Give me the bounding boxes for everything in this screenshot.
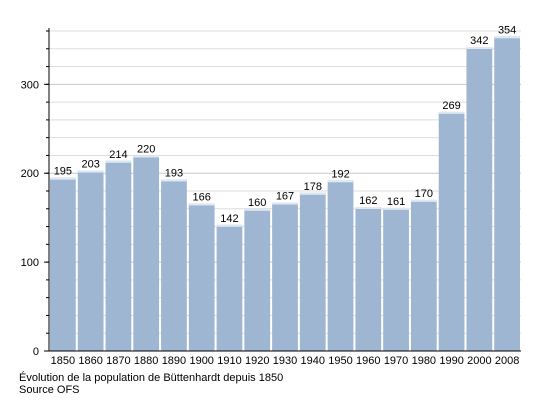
- bar-top-highlight: [216, 224, 243, 227]
- x-tick-label: 1890: [162, 355, 186, 367]
- chart-caption-title: Évolution de la population de Büttenhard…: [19, 372, 284, 384]
- bar-value-label: 170: [415, 188, 433, 200]
- bar-value-label: 342: [470, 35, 488, 47]
- bar-value-label: 195: [54, 166, 72, 178]
- bar-1920: [244, 208, 271, 351]
- bar-value-label: 192: [331, 168, 349, 180]
- y-tick-label: 200: [21, 168, 39, 180]
- bar-value-label: 160: [248, 197, 266, 209]
- x-tick-label: 1950: [328, 355, 352, 367]
- axes: [44, 28, 521, 352]
- bar-value-label: 220: [137, 143, 155, 155]
- bar-value-label: 162: [359, 195, 377, 207]
- y-tick-label: 100: [21, 257, 39, 269]
- bar-top-highlight: [410, 199, 437, 202]
- x-tick-label: 1980: [412, 355, 436, 367]
- bar-top-highlight: [272, 202, 298, 205]
- bar-1970: [383, 207, 409, 351]
- x-tick-label: 1970: [384, 355, 408, 367]
- bar-top-highlight: [327, 180, 354, 183]
- bar-top-highlight: [133, 155, 160, 158]
- x-tick-label: 2000: [467, 355, 491, 367]
- bar-top-highlight: [161, 179, 187, 182]
- bar-top-highlight: [466, 47, 493, 49]
- bar-value-label: 161: [387, 196, 405, 208]
- bar-1950: [327, 180, 354, 351]
- chart-caption-source: Source OFS: [19, 384, 80, 396]
- x-tick-label: 1930: [273, 355, 297, 367]
- bar-2000: [466, 47, 493, 351]
- bar-1900: [188, 203, 215, 351]
- bar-top-highlight: [77, 170, 104, 173]
- bar-chart: 195 1850 203 1860 214 1870 220 1880 193 1890 166 19…: [21, 24, 521, 367]
- x-tick-label: 1910: [217, 355, 241, 367]
- bar-top-highlight: [494, 36, 520, 39]
- x-tick-label: 1870: [106, 355, 130, 367]
- x-tick-label: 1880: [134, 355, 158, 367]
- bar-value-label: 269: [442, 100, 460, 112]
- bar-top-highlight: [383, 207, 409, 210]
- bar-top-highlight: [355, 207, 382, 209]
- bar-1990: [438, 111, 465, 351]
- bar-top-highlight: [105, 160, 132, 163]
- bar-value-label: 178: [304, 181, 322, 193]
- labels: 195 1850 203 1860 214 1870 220 1880 193 1890 166 19…: [21, 24, 520, 367]
- bar-1980: [410, 199, 437, 351]
- bar-value-label: 203: [81, 159, 99, 171]
- bar-top-highlight: [50, 177, 76, 180]
- bar-1890: [161, 179, 187, 351]
- bar-1930: [272, 202, 298, 351]
- bar-top-highlight: [244, 208, 271, 211]
- bar-value-label: 142: [220, 213, 238, 225]
- x-tick-label: 1990: [439, 355, 463, 367]
- bar-1960: [355, 207, 382, 351]
- bar-value-label: 214: [109, 149, 127, 161]
- y-tick-label: 300: [21, 79, 39, 91]
- bar-1910: [216, 224, 243, 351]
- bar-1850: [50, 177, 76, 351]
- bars: [50, 36, 520, 351]
- x-tick-label: 2008: [495, 355, 519, 367]
- bar-top-highlight: [438, 111, 465, 114]
- bar-1860: [77, 170, 104, 351]
- x-tick-label: 1960: [356, 355, 380, 367]
- bar-value-label: 167: [276, 191, 294, 203]
- y-tick-label: 0: [33, 346, 39, 358]
- bar-value-label: 166: [193, 191, 211, 203]
- bar-1940: [299, 192, 326, 351]
- bar-top-highlight: [188, 203, 215, 206]
- bar-2008: [494, 36, 520, 351]
- bar-value-label: 193: [165, 167, 183, 179]
- bar-value-label: 354: [498, 24, 516, 36]
- x-tick-label: 1860: [78, 355, 102, 367]
- x-tick-label: 1920: [245, 355, 269, 367]
- x-tick-label: 1940: [301, 355, 325, 367]
- bar-top-highlight: [299, 192, 326, 195]
- x-tick-label: 1900: [189, 355, 213, 367]
- x-tick-label: 1850: [51, 355, 75, 367]
- bar-1870: [105, 160, 132, 351]
- bar-1880: [133, 155, 160, 351]
